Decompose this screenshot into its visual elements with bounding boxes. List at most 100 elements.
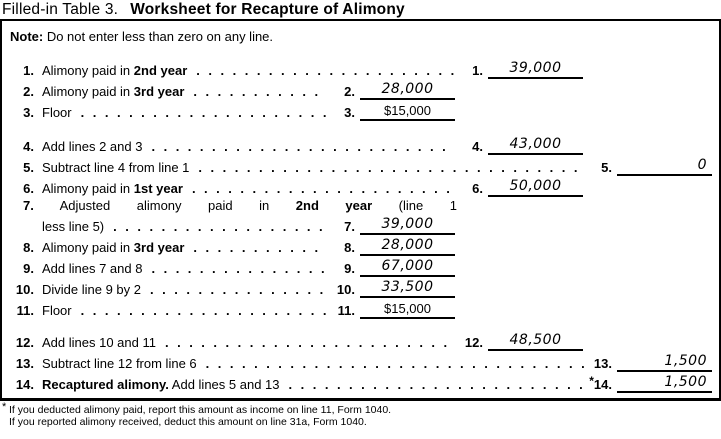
line-11-answer-number: 11. bbox=[337, 303, 355, 318]
footnote-line-2: If you reported alimony received, deduct… bbox=[9, 416, 367, 428]
line-7-label-bottom: less line 5) ...........................… bbox=[10, 214, 713, 235]
line-6-label: Alimony paid in 1st year bbox=[42, 181, 183, 196]
note-label: Note: bbox=[10, 29, 44, 44]
line-6-number: 6. bbox=[23, 181, 34, 196]
line-13-number: 13. bbox=[15, 356, 34, 371]
line-6-answer-number: 6. bbox=[472, 181, 483, 196]
line-7-number: 7. bbox=[23, 198, 34, 213]
footnote-line-1: If you deducted alimony paid, report thi… bbox=[9, 404, 392, 416]
title-prefix: Filled-in Table 3. bbox=[2, 1, 119, 18]
line-14-label: Recaptured alimony. Add lines 5 and 13 bbox=[42, 377, 280, 392]
line-1-amount-field[interactable]: 39,000 bbox=[488, 61, 583, 79]
leader-dots: ........................................… bbox=[151, 261, 327, 276]
row-3: 3. Floor ...............................… bbox=[10, 100, 713, 121]
row-8: 8. Alimony paid in 3rd year ............… bbox=[10, 235, 713, 256]
row-12: 12. Add lines 10 and 11 ................… bbox=[10, 330, 713, 351]
row-7: 7. Adjusted alimony paid in 2nd year (li… bbox=[10, 197, 713, 235]
line-12-amount-field[interactable]: 48,500 bbox=[488, 333, 583, 351]
line-14-answer-number: *14. bbox=[589, 374, 612, 392]
line-4-label: Add lines 2 and 3 bbox=[42, 139, 143, 154]
leader-dots: ........................................… bbox=[80, 303, 327, 318]
line-6-answer: 6. 50,000 bbox=[459, 179, 583, 197]
line-11-label: Floor bbox=[42, 303, 72, 318]
line-8-answer-number: 8. bbox=[344, 240, 355, 255]
leader-dots: ........................................… bbox=[205, 356, 584, 371]
page-title: Filled-in Table 3. Worksheet for Recaptur… bbox=[0, 0, 721, 19]
row-4: 4. Add lines 2 and 3 ...................… bbox=[10, 134, 713, 155]
line-8-label: Alimony paid in 3rd year bbox=[42, 240, 185, 255]
line-1-answer: 1. 39,000 bbox=[459, 61, 583, 79]
leader-dots: ........................................… bbox=[151, 139, 455, 154]
leader-dots: ........................................… bbox=[191, 181, 455, 196]
leader-dots: ........................................… bbox=[150, 282, 327, 297]
line-7-label-continued: less line 5) bbox=[42, 219, 105, 234]
line-14-number: 14. bbox=[15, 377, 34, 392]
line-9-answer-number: 9. bbox=[344, 261, 355, 276]
line-9-amount-field[interactable]: 67,000 bbox=[360, 259, 455, 277]
worksheet-box: Note: Do not enter less than zero on any… bbox=[0, 19, 721, 401]
line-2-answer-number: 2. bbox=[344, 84, 355, 99]
line-13-amount-field[interactable]: 1,500 bbox=[617, 354, 712, 372]
leader-dots: ........................................… bbox=[196, 63, 455, 78]
line-13-answer: 13. 1,500 bbox=[588, 354, 712, 372]
line-7-amount-field[interactable]: 39,000 bbox=[360, 217, 455, 235]
line-3-answer: 3. $15,000 bbox=[331, 103, 455, 121]
line-11-amount-field[interactable]: $15,000 bbox=[360, 301, 455, 319]
row-1: 1. Alimony paid in 2nd year ............… bbox=[10, 58, 713, 79]
line-8-answer: 8. 28,000 bbox=[331, 238, 455, 256]
line-7-answer: 7. 39,000 bbox=[331, 217, 455, 235]
line-3-number: 3. bbox=[23, 105, 34, 120]
line-1-number: 1. bbox=[23, 63, 34, 78]
footnote: * If you deducted alimony paid, report t… bbox=[0, 401, 721, 428]
line-2-number: 2. bbox=[23, 84, 34, 99]
line-2-label: Alimony paid in 3rd year bbox=[42, 84, 185, 99]
leader-dots: ........................................… bbox=[164, 335, 455, 350]
line-12-answer-number: 12. bbox=[464, 335, 483, 350]
leader-dots: ........................................… bbox=[288, 377, 585, 392]
line-14-amount-field[interactable]: 1,500 bbox=[617, 375, 712, 393]
line-3-label: Floor bbox=[42, 105, 72, 120]
row-10: 10. Divide line 9 by 2 .................… bbox=[10, 277, 713, 298]
line-7-answer-number: 7. bbox=[344, 219, 355, 234]
line-10-answer-number: 10. bbox=[336, 282, 355, 297]
line-10-label: Divide line 9 by 2 bbox=[42, 282, 141, 297]
leader-dots: ........................................… bbox=[193, 240, 327, 255]
note-text: Do not enter less than zero on any line. bbox=[43, 29, 274, 44]
leader-dots: ........................................… bbox=[113, 219, 327, 234]
line-5-amount-field[interactable]: 0 bbox=[617, 158, 712, 176]
line-5-label: Subtract line 4 from line 1 bbox=[42, 160, 190, 175]
line-12-answer: 12. 48,500 bbox=[459, 333, 583, 351]
title-main: Worksheet for Recapture of Alimony bbox=[130, 1, 405, 18]
row-2: 2. Alimony paid in 3rd year ............… bbox=[10, 79, 713, 100]
line-4-number: 4. bbox=[23, 139, 34, 154]
line-1-label: Alimony paid in 2nd year bbox=[42, 63, 188, 78]
line-4-answer-number: 4. bbox=[472, 139, 483, 154]
line-14-answer: *14. 1,500 bbox=[588, 374, 712, 393]
line-12-number: 12. bbox=[15, 335, 34, 350]
line-2-answer: 2. 28,000 bbox=[331, 82, 455, 100]
line-10-amount-field[interactable]: 33,500 bbox=[360, 280, 455, 298]
line-2-amount-field[interactable]: 28,000 bbox=[360, 82, 455, 100]
row-13: 13. Subtract line 12 from line 6 .......… bbox=[10, 351, 713, 372]
line-8-amount-field[interactable]: 28,000 bbox=[360, 238, 455, 256]
row-5: 5. Subtract line 4 from line 1 .........… bbox=[10, 155, 713, 176]
line-9-answer: 9. 67,000 bbox=[331, 259, 455, 277]
leader-dots: ........................................… bbox=[193, 84, 327, 99]
line-8-number: 8. bbox=[23, 240, 34, 255]
row-14: 14. Recaptured alimony. Add lines 5 and … bbox=[10, 372, 713, 393]
line-5-number: 5. bbox=[23, 160, 34, 175]
line-6-amount-field[interactable]: 50,000 bbox=[488, 179, 583, 197]
line-12-label: Add lines 10 and 11 bbox=[42, 335, 156, 350]
note-line: Note: Do not enter less than zero on any… bbox=[10, 29, 713, 45]
line-4-amount-field[interactable]: 43,000 bbox=[488, 137, 583, 155]
line-9-label: Add lines 7 and 8 bbox=[42, 261, 143, 276]
line-4-answer: 4. 43,000 bbox=[459, 137, 583, 155]
row-6: 6. Alimony paid in 1st year ............… bbox=[10, 176, 713, 197]
row-11: 11. Floor ..............................… bbox=[10, 298, 713, 319]
line-11-answer: 11. $15,000 bbox=[331, 301, 455, 319]
line-7-label-top: 7. Adjusted alimony paid in 2nd year (li… bbox=[23, 198, 457, 213]
line-3-amount-field[interactable]: $15,000 bbox=[360, 103, 455, 121]
line-13-label: Subtract line 12 from line 6 bbox=[42, 356, 197, 371]
leader-dots: ........................................… bbox=[80, 105, 327, 120]
